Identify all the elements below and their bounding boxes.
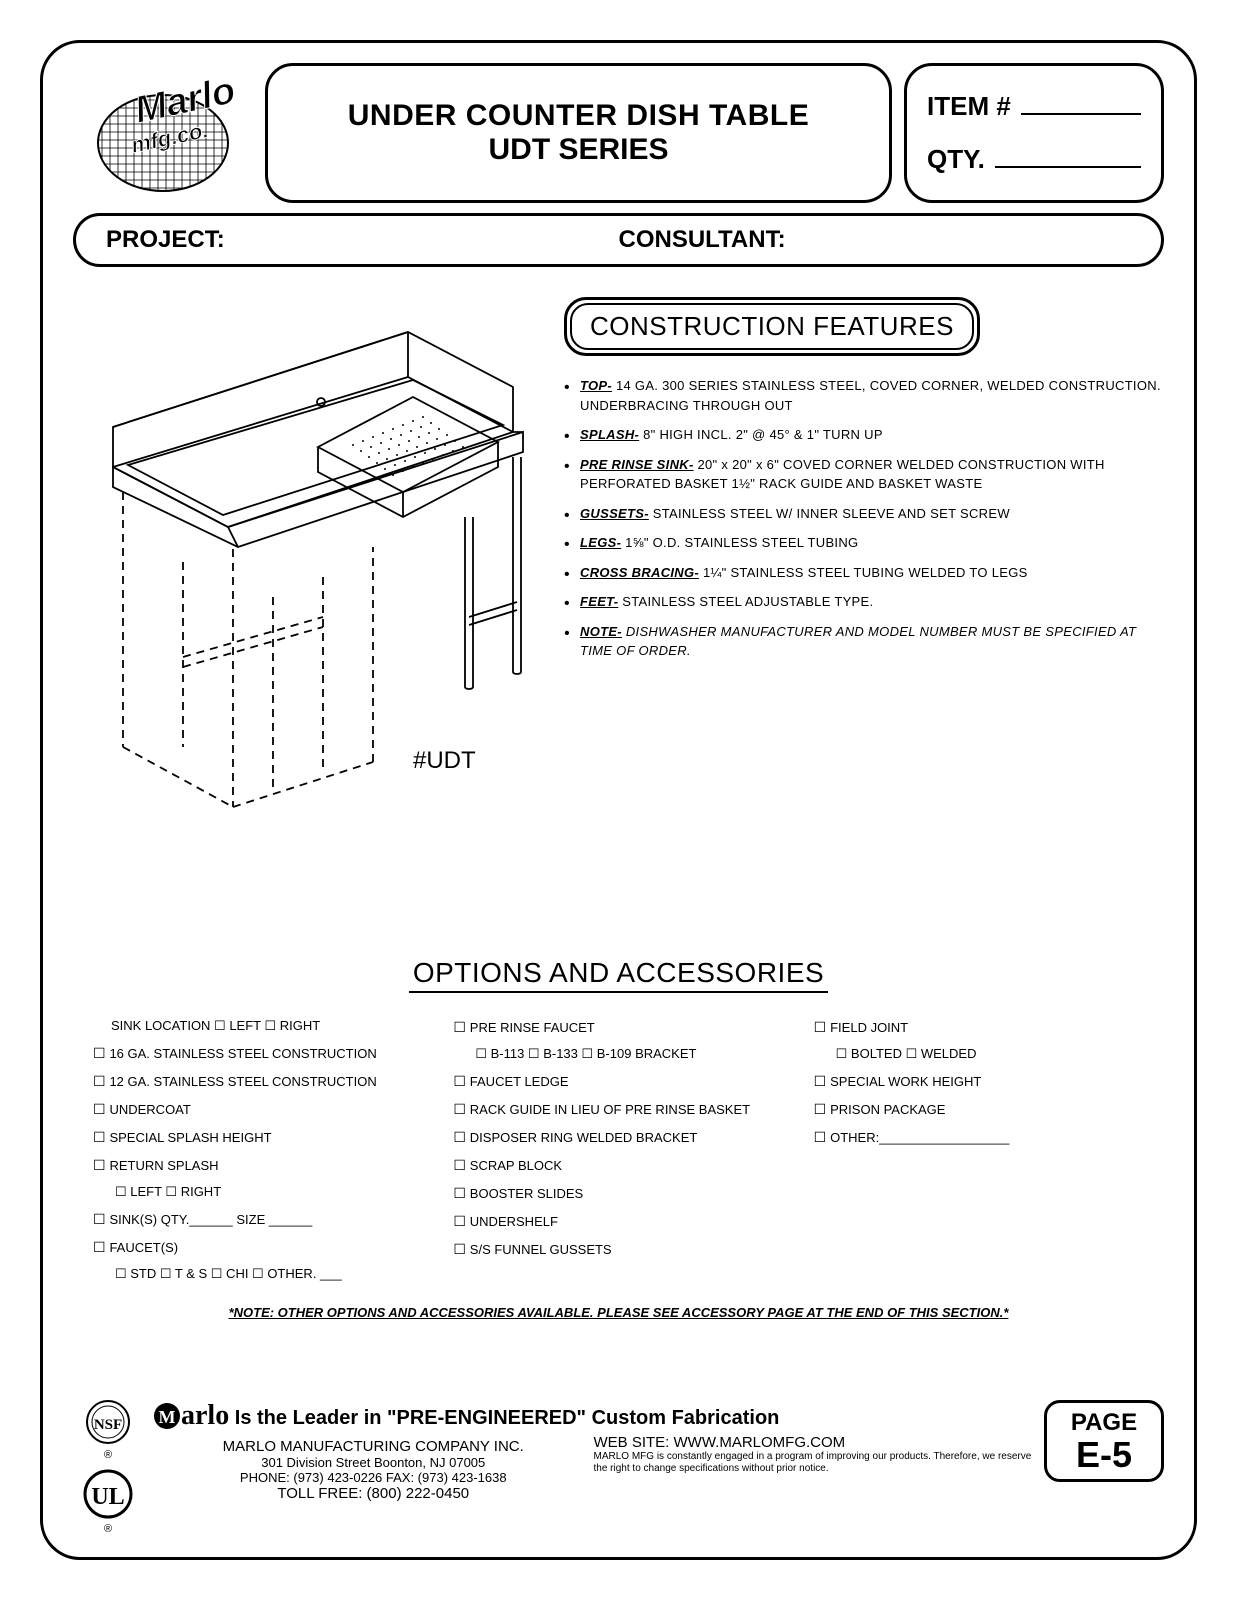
- qty-label: QTY.: [927, 144, 985, 175]
- reg-mark-2: ®: [104, 1523, 112, 1535]
- options-section: OPTIONS AND ACCESSORIES SINK LOCATION ☐ …: [73, 957, 1164, 1320]
- item-label: ITEM #: [927, 91, 1011, 122]
- feature-item: TOP- 14 GA. 300 SERIES STAINLESS STEEL, …: [564, 376, 1164, 415]
- option-item[interactable]: SINK(S) QTY.______ SIZE ______: [93, 1205, 423, 1233]
- feature-item: LEGS- 1⅝" O.D. STAINLESS STEEL TUBING: [564, 533, 1164, 553]
- option-item[interactable]: SINK LOCATION ☐ LEFT ☐ RIGHT: [93, 1013, 423, 1039]
- nsf-badge-icon: NSF: [77, 1400, 139, 1445]
- option-item[interactable]: RACK GUIDE IN LIEU OF PRE RINSE BASKET: [453, 1095, 783, 1123]
- footer-tollfree: TOLL FREE: (800) 222-0450: [153, 1485, 594, 1502]
- item-blank[interactable]: [1021, 113, 1141, 115]
- feature-item: SPLASH- 8" HIGH INCL. 2" @ 45° & 1" TURN…: [564, 425, 1164, 445]
- footer-brand: arlo: [181, 1400, 229, 1431]
- option-item[interactable]: UNDERSHELF: [453, 1207, 783, 1235]
- option-item[interactable]: SPECIAL SPLASH HEIGHT: [93, 1123, 423, 1151]
- option-item[interactable]: ☐ LEFT ☐ RIGHT: [93, 1179, 423, 1205]
- consultant-label: CONSULTANT:: [619, 226, 1132, 254]
- footer-text: M arlo Is the Leader in "PRE-ENGINEERED"…: [153, 1400, 1034, 1502]
- option-item[interactable]: 12 GA. STAINLESS STEEL CONSTRUCTION: [93, 1067, 423, 1095]
- logo-box: Marlo mfg.co.: [73, 63, 253, 203]
- option-item[interactable]: SPECIAL WORK HEIGHT: [814, 1067, 1144, 1095]
- option-item[interactable]: 16 GA. STAINLESS STEEL CONSTRUCTION: [93, 1039, 423, 1067]
- option-item[interactable]: ☐ STD ☐ T & S ☐ CHI ☐ OTHER. ___: [93, 1261, 423, 1287]
- options-note: *NOTE: OTHER OPTIONS AND ACCESSORIES AVA…: [73, 1305, 1164, 1320]
- footer-tagline-text: Is the Leader in "PRE-ENGINEERED" Custom…: [229, 1407, 779, 1429]
- qty-blank[interactable]: [995, 166, 1141, 168]
- option-item[interactable]: BOOSTER SLIDES: [453, 1179, 783, 1207]
- title-sub: UDT SERIES: [488, 133, 668, 167]
- option-item[interactable]: DISPOSER RING WELDED BRACKET: [453, 1123, 783, 1151]
- footer-address: 301 Division Street Boonton, NJ 07005: [153, 1455, 594, 1470]
- drawing-area: #UDT: [73, 317, 553, 842]
- option-item[interactable]: SCRAP BLOCK: [453, 1151, 783, 1179]
- footer-company: MARLO MANUFACTURING COMPANY INC.: [153, 1438, 594, 1455]
- dish-table-drawing: [73, 317, 553, 837]
- marlo-logo-icon: Marlo mfg.co.: [78, 68, 248, 198]
- page-box: PAGE E-5: [1044, 1400, 1164, 1482]
- page-border: Marlo mfg.co. UNDER COUNTER DISH TABLE U…: [40, 40, 1197, 1560]
- construction-header: CONSTRUCTION FEATURES: [564, 297, 980, 356]
- option-item[interactable]: PRISON PACKAGE: [814, 1095, 1144, 1123]
- marlo-m-icon: M: [153, 1402, 181, 1430]
- ul-badge-icon: UL: [83, 1469, 133, 1519]
- page-num: E-5: [1061, 1437, 1147, 1473]
- item-qty-box: ITEM # QTY.: [904, 63, 1164, 203]
- options-col-2: PRE RINSE FAUCET☐ B-113 ☐ B-133 ☐ B-109 …: [453, 1013, 783, 1287]
- title-main: UNDER COUNTER DISH TABLE: [348, 99, 809, 133]
- footer-tagline: M arlo Is the Leader in "PRE-ENGINEERED"…: [153, 1400, 1034, 1432]
- model-label: #UDT: [413, 747, 476, 775]
- footer: NSF ® UL ® M arlo Is the Leader in "PRE-…: [73, 1400, 1164, 1537]
- feature-item: PRE RINSE SINK- 20" x 20" x 6" COVED COR…: [564, 455, 1164, 494]
- svg-text:M: M: [159, 1407, 176, 1427]
- svg-text:UL: UL: [91, 1484, 124, 1510]
- cert-column: NSF ® UL ®: [73, 1400, 143, 1537]
- option-item[interactable]: OTHER:__________________: [814, 1123, 1144, 1151]
- options-grid: SINK LOCATION ☐ LEFT ☐ RIGHT16 GA. STAIN…: [73, 1013, 1164, 1287]
- header-row: Marlo mfg.co. UNDER COUNTER DISH TABLE U…: [73, 63, 1164, 203]
- reg-mark-1: ®: [104, 1449, 112, 1461]
- options-heading: OPTIONS AND ACCESSORIES: [409, 957, 828, 993]
- feature-item: CROSS BRACING- 1¼" STAINLESS STEEL TUBIN…: [564, 563, 1164, 583]
- page-label: PAGE: [1061, 1409, 1147, 1437]
- option-item[interactable]: UNDERCOAT: [93, 1095, 423, 1123]
- qty-line: QTY.: [927, 144, 1141, 175]
- footer-phone: PHONE: (973) 423-0226 FAX: (973) 423-163…: [153, 1470, 594, 1485]
- svg-text:NSF: NSF: [94, 1417, 122, 1433]
- feature-item: FEET- STAINLESS STEEL ADJUSTABLE TYPE.: [564, 592, 1164, 612]
- option-item[interactable]: FAUCET LEDGE: [453, 1067, 783, 1095]
- option-item[interactable]: FIELD JOINT: [814, 1013, 1144, 1041]
- options-col-1: SINK LOCATION ☐ LEFT ☐ RIGHT16 GA. STAIN…: [93, 1013, 423, 1287]
- features-list: TOP- 14 GA. 300 SERIES STAINLESS STEEL, …: [564, 376, 1164, 661]
- project-consultant-box: PROJECT: CONSULTANT:: [73, 213, 1164, 267]
- item-line: ITEM #: [927, 91, 1141, 122]
- construction-area: CONSTRUCTION FEATURES TOP- 14 GA. 300 SE…: [564, 297, 1164, 671]
- option-item[interactable]: ☐ B-113 ☐ B-133 ☐ B-109 BRACKET: [453, 1041, 783, 1067]
- title-box: UNDER COUNTER DISH TABLE UDT SERIES: [265, 63, 892, 203]
- project-label: PROJECT:: [106, 226, 619, 254]
- footer-website: WEB SITE: WWW.MARLOMFG.COM: [594, 1434, 1035, 1451]
- construction-heading: CONSTRUCTION FEATURES: [570, 303, 974, 350]
- footer-disclaimer: MARLO MFG is constantly engaged in a pro…: [594, 1451, 1035, 1475]
- feature-item: NOTE- DISHWASHER MANUFACTURER AND MODEL …: [564, 622, 1164, 661]
- option-item[interactable]: PRE RINSE FAUCET: [453, 1013, 783, 1041]
- options-col-3: FIELD JOINT☐ BOLTED ☐ WELDEDSPECIAL WORK…: [814, 1013, 1144, 1287]
- main-content: #UDT CONSTRUCTION FEATURES TOP- 14 GA. 3…: [73, 297, 1164, 937]
- feature-item: GUSSETS- STAINLESS STEEL W/ INNER SLEEVE…: [564, 504, 1164, 524]
- option-item[interactable]: RETURN SPLASH: [93, 1151, 423, 1179]
- option-item[interactable]: ☐ BOLTED ☐ WELDED: [814, 1041, 1144, 1067]
- option-item[interactable]: S/S FUNNEL GUSSETS: [453, 1235, 783, 1263]
- option-item[interactable]: FAUCET(S): [93, 1233, 423, 1261]
